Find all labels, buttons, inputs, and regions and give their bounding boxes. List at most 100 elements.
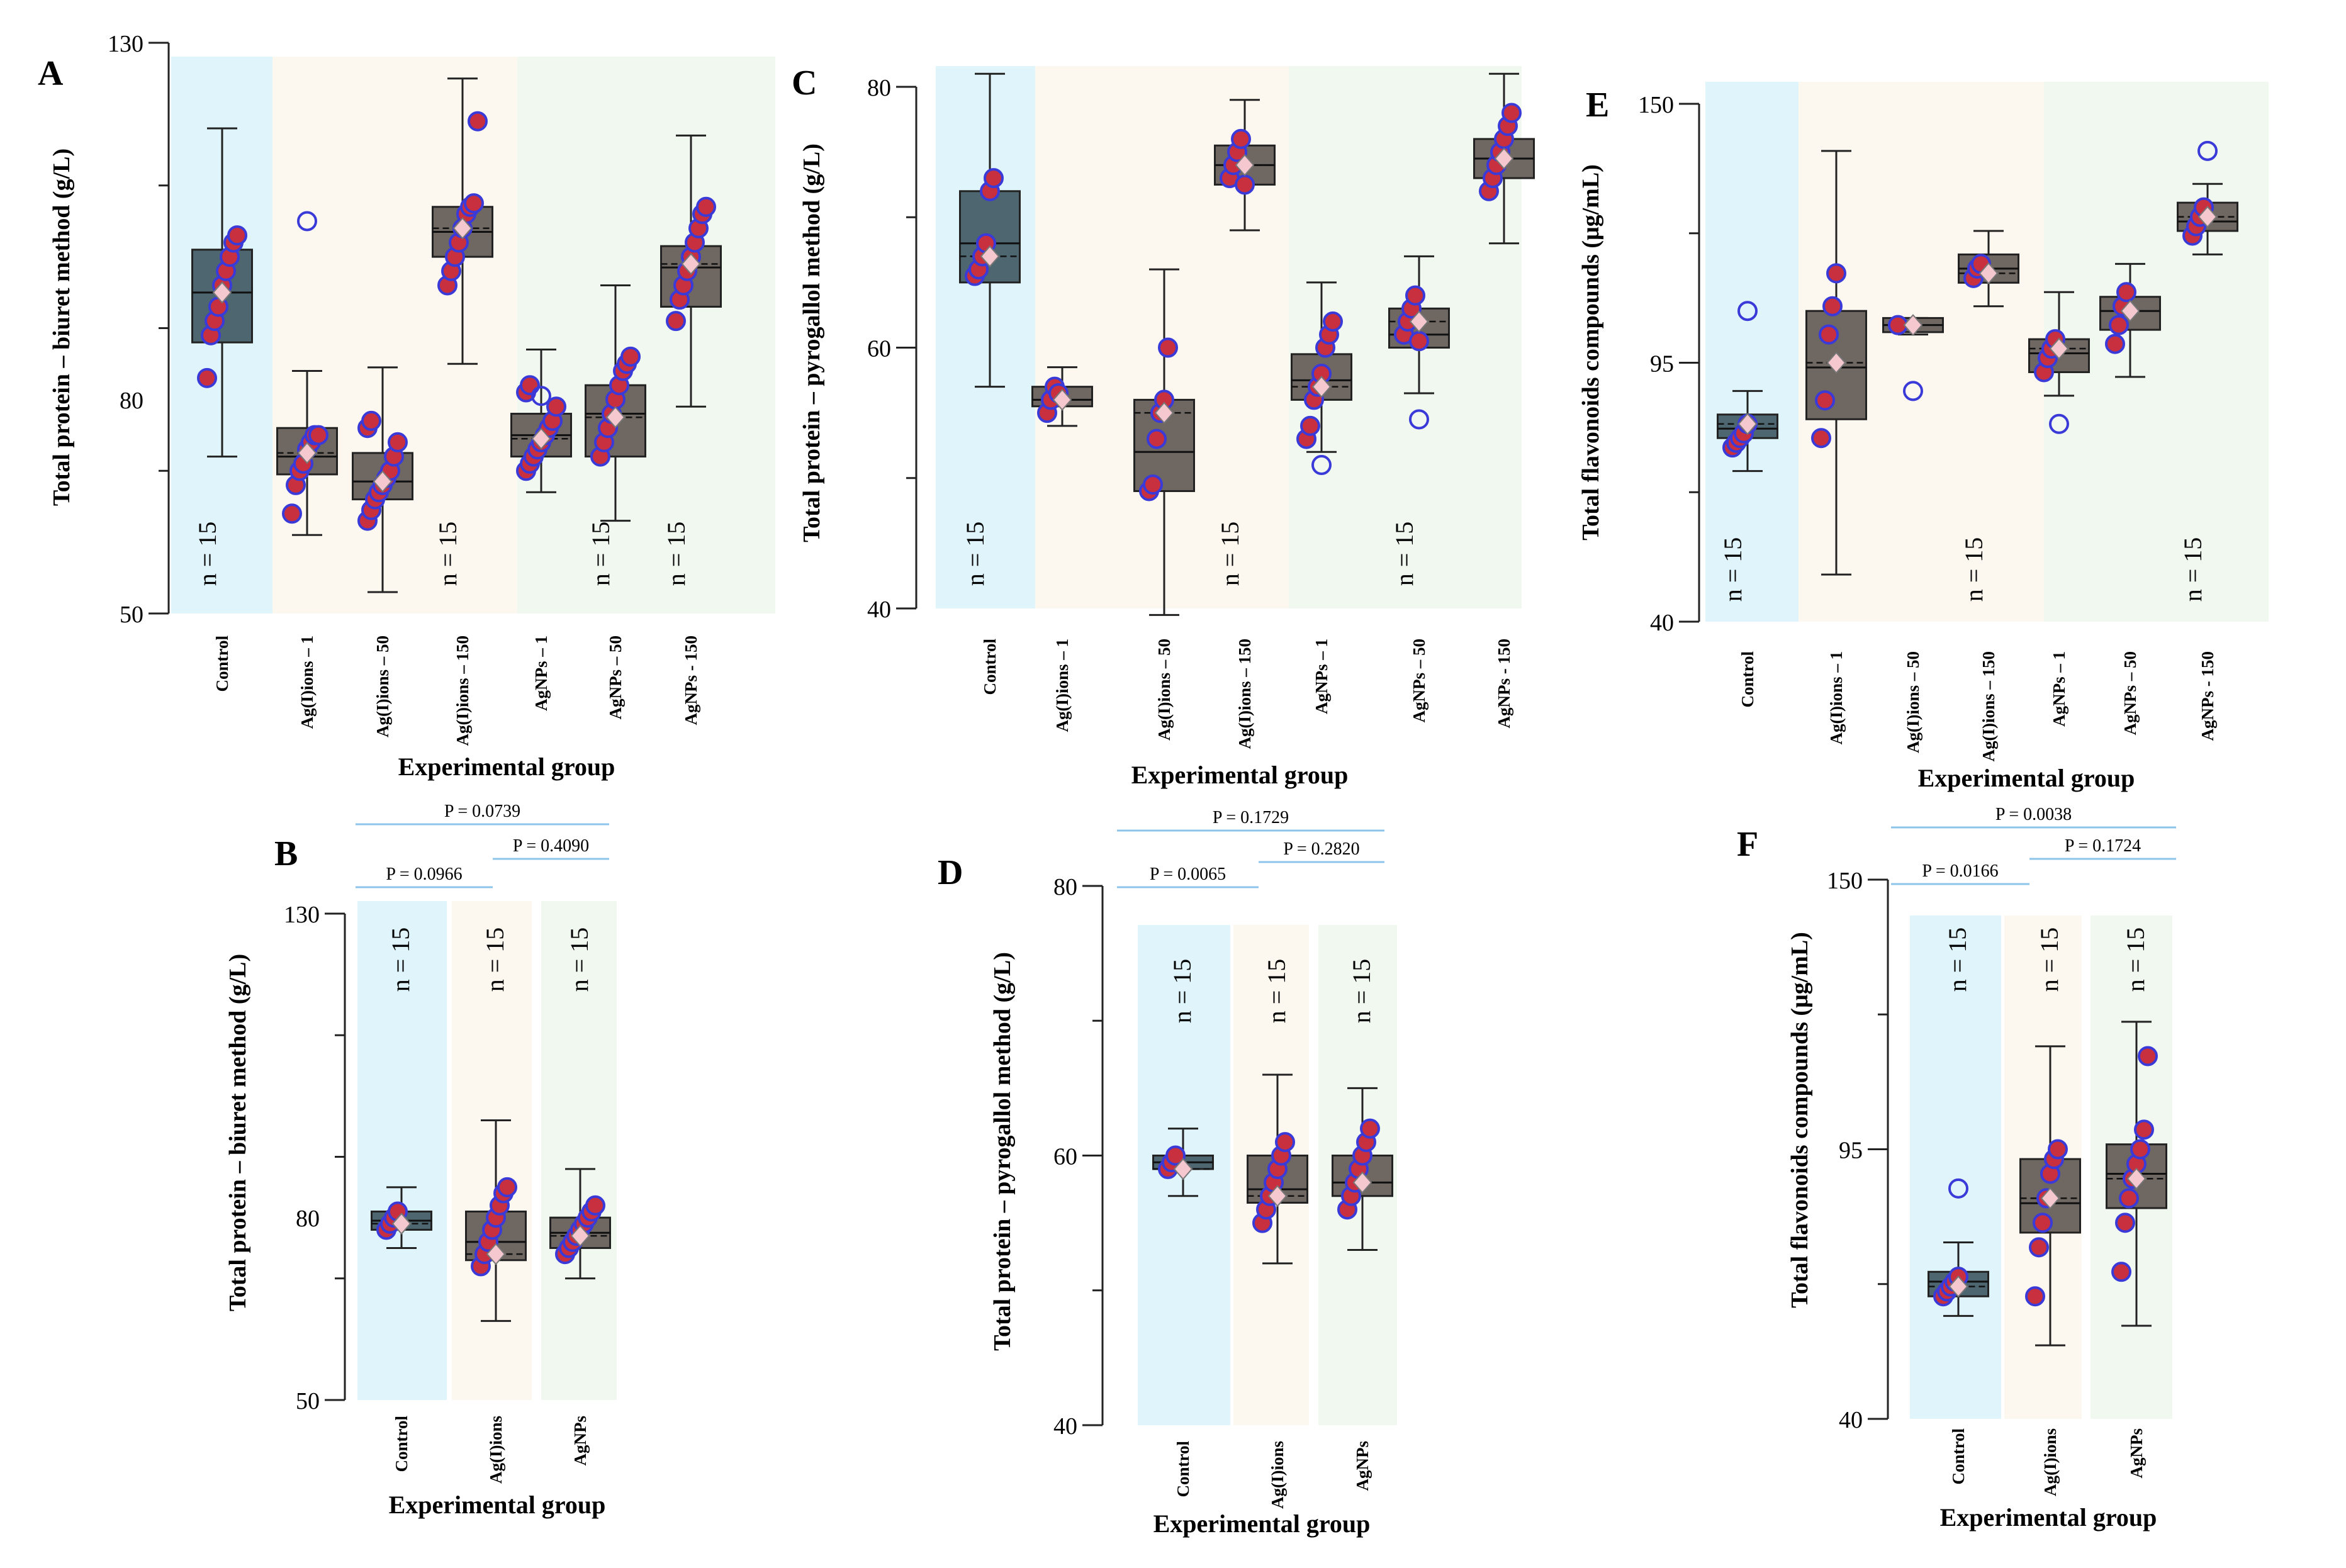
group-band xyxy=(1705,82,1799,622)
n-label: n = 15 xyxy=(586,522,615,586)
x-tick-label: Ag(I)ions – 1 xyxy=(1053,639,1072,732)
data-point xyxy=(620,346,641,367)
panel-e: E 40 95 150 Control Ag(I)ions – 1 Ag(I)ions –… xyxy=(1578,82,2269,792)
data-point xyxy=(546,396,566,417)
box-group xyxy=(2106,1021,2167,1327)
y-tick-label: 40 xyxy=(1650,610,1674,636)
data-point xyxy=(2025,1286,2045,1307)
data-point xyxy=(520,375,540,396)
mean-marker xyxy=(373,470,393,493)
pvalue-label: P = 0.0966 xyxy=(386,865,462,884)
y-tick-label: 60 xyxy=(867,336,891,362)
data-point xyxy=(464,193,484,214)
data-point xyxy=(2029,1237,2049,1258)
outlier-point xyxy=(1737,301,1758,322)
y-tick-label: 150 xyxy=(1827,868,1863,894)
box-group xyxy=(432,77,493,365)
data-point xyxy=(1811,428,1831,449)
data-point xyxy=(2138,1046,2158,1067)
y-axis-label: Total flavonoids compounds (μg/mL) xyxy=(1787,932,1813,1308)
data-point xyxy=(1323,311,1343,332)
y-tick-label: 95 xyxy=(1839,1138,1863,1164)
data-point xyxy=(2048,1139,2068,1160)
outlier-point xyxy=(297,211,317,232)
mean-marker xyxy=(391,1212,412,1235)
x-tick-label: AgNPs – 1 xyxy=(2050,651,2068,727)
data-point xyxy=(2116,282,2136,303)
panel-f: F 40 95 150 Control Ag(I)ions AgNPs n = 15 n = … xyxy=(1737,805,2176,1532)
x-tick-label: Ag(I)ions – 1 xyxy=(1827,651,1846,745)
box-group xyxy=(276,211,338,536)
box-group xyxy=(2099,262,2161,378)
plot-area: 50 80 130 Control Ag(I)ions AgNPs n = 15 n = 15… xyxy=(284,802,617,1484)
plot-area: 40 60 80 Control Ag(I)ions AgNPs n = 15 n = 15 n… xyxy=(1053,808,1397,1509)
data-point xyxy=(2130,1139,2150,1160)
x-tick-label: Control xyxy=(213,636,232,692)
mean-marker xyxy=(297,442,317,464)
outlier-point xyxy=(1903,381,1923,401)
n-label: n = 15 xyxy=(434,522,462,586)
group-band xyxy=(452,901,532,1400)
x-tick-label: Ag(I)ions – 150 xyxy=(1979,651,1998,762)
mean-marker xyxy=(1235,154,1255,176)
data-point xyxy=(1275,1132,1295,1153)
x-tick-label: Control xyxy=(1949,1428,1968,1485)
x-tick-label: Control xyxy=(980,639,999,695)
plot-area: 40 60 80 Control Ag(I)ions – 1 Ag(I)ions – 50… xyxy=(867,66,1535,749)
mean-marker xyxy=(1173,1158,1193,1180)
n-label: n = 15 xyxy=(193,522,222,586)
n-label: n = 15 xyxy=(2035,927,2063,992)
n-label: n = 15 xyxy=(1390,522,1418,586)
mean-marker xyxy=(1154,401,1174,424)
outlier-point xyxy=(1409,409,1429,430)
box-group xyxy=(191,127,253,458)
plot-area: 40 95 150 Control Ag(I)ions AgNPs n = 15 n = 15… xyxy=(1827,805,2176,1496)
box-group xyxy=(1717,301,1778,473)
panel-letter: E xyxy=(1586,86,1609,125)
x-tick-label: Control xyxy=(1738,651,1757,708)
x-axis-label: Experimental group xyxy=(398,753,615,781)
x-tick-label: AgNPs - 150 xyxy=(2198,651,2217,741)
mean-marker xyxy=(1978,262,1999,284)
y-tick-label: 95 xyxy=(1650,351,1674,378)
mean-marker xyxy=(570,1224,590,1247)
n-label: n = 15 xyxy=(481,927,509,992)
n-label: n = 15 xyxy=(1216,522,1244,586)
n-label: n = 15 xyxy=(2179,537,2207,602)
box-group xyxy=(1958,230,2019,308)
data-point xyxy=(1147,428,1167,449)
n-label: n = 15 xyxy=(662,522,690,586)
box-group xyxy=(1332,1087,1393,1251)
outlier-point xyxy=(1948,1178,1968,1199)
outlier-point xyxy=(531,386,551,406)
y-tick-label: 80 xyxy=(867,75,891,101)
panel-c: C 40 60 80 Control Ag(I)ions – 1 Ag(I)ions – … xyxy=(792,64,1535,789)
x-tick-label: Ag(I)ions – 1 xyxy=(298,636,317,729)
panel-letter: B xyxy=(274,834,298,873)
x-tick-label: Control xyxy=(392,1416,411,1472)
box-group xyxy=(1388,255,1450,430)
group-band xyxy=(272,57,517,613)
n-label: n = 15 xyxy=(386,927,415,992)
box-group xyxy=(959,72,1021,388)
mean-marker xyxy=(1052,388,1072,411)
data-point xyxy=(468,111,488,132)
group-band xyxy=(357,901,447,1400)
x-axis-label: Experimental group xyxy=(1918,764,2135,792)
y-axis-label: Total protein – biuret method (g/L) xyxy=(225,954,251,1311)
box-group xyxy=(1291,281,1352,476)
mean-marker xyxy=(452,217,473,240)
pvalue-label: P = 0.0065 xyxy=(1150,865,1226,884)
panel-a: A 50 80 130 Control Ag(I)ions – 1 Ag(I)ions –… xyxy=(38,31,775,781)
data-point xyxy=(1158,337,1178,358)
data-point xyxy=(1231,128,1251,149)
data-point xyxy=(2119,1188,2139,1209)
data-point xyxy=(984,168,1004,189)
pvalue-label: P = 0.0739 xyxy=(444,802,520,821)
outlier-point xyxy=(2197,140,2218,161)
mean-marker xyxy=(1903,314,1923,337)
n-label: n = 15 xyxy=(1960,537,1988,602)
pvalue-label: P = 0.0166 xyxy=(1922,861,1998,881)
y-axis-label: Total flavonoids compounds (μg/mL) xyxy=(1578,164,1604,540)
box-group xyxy=(1805,150,1867,576)
